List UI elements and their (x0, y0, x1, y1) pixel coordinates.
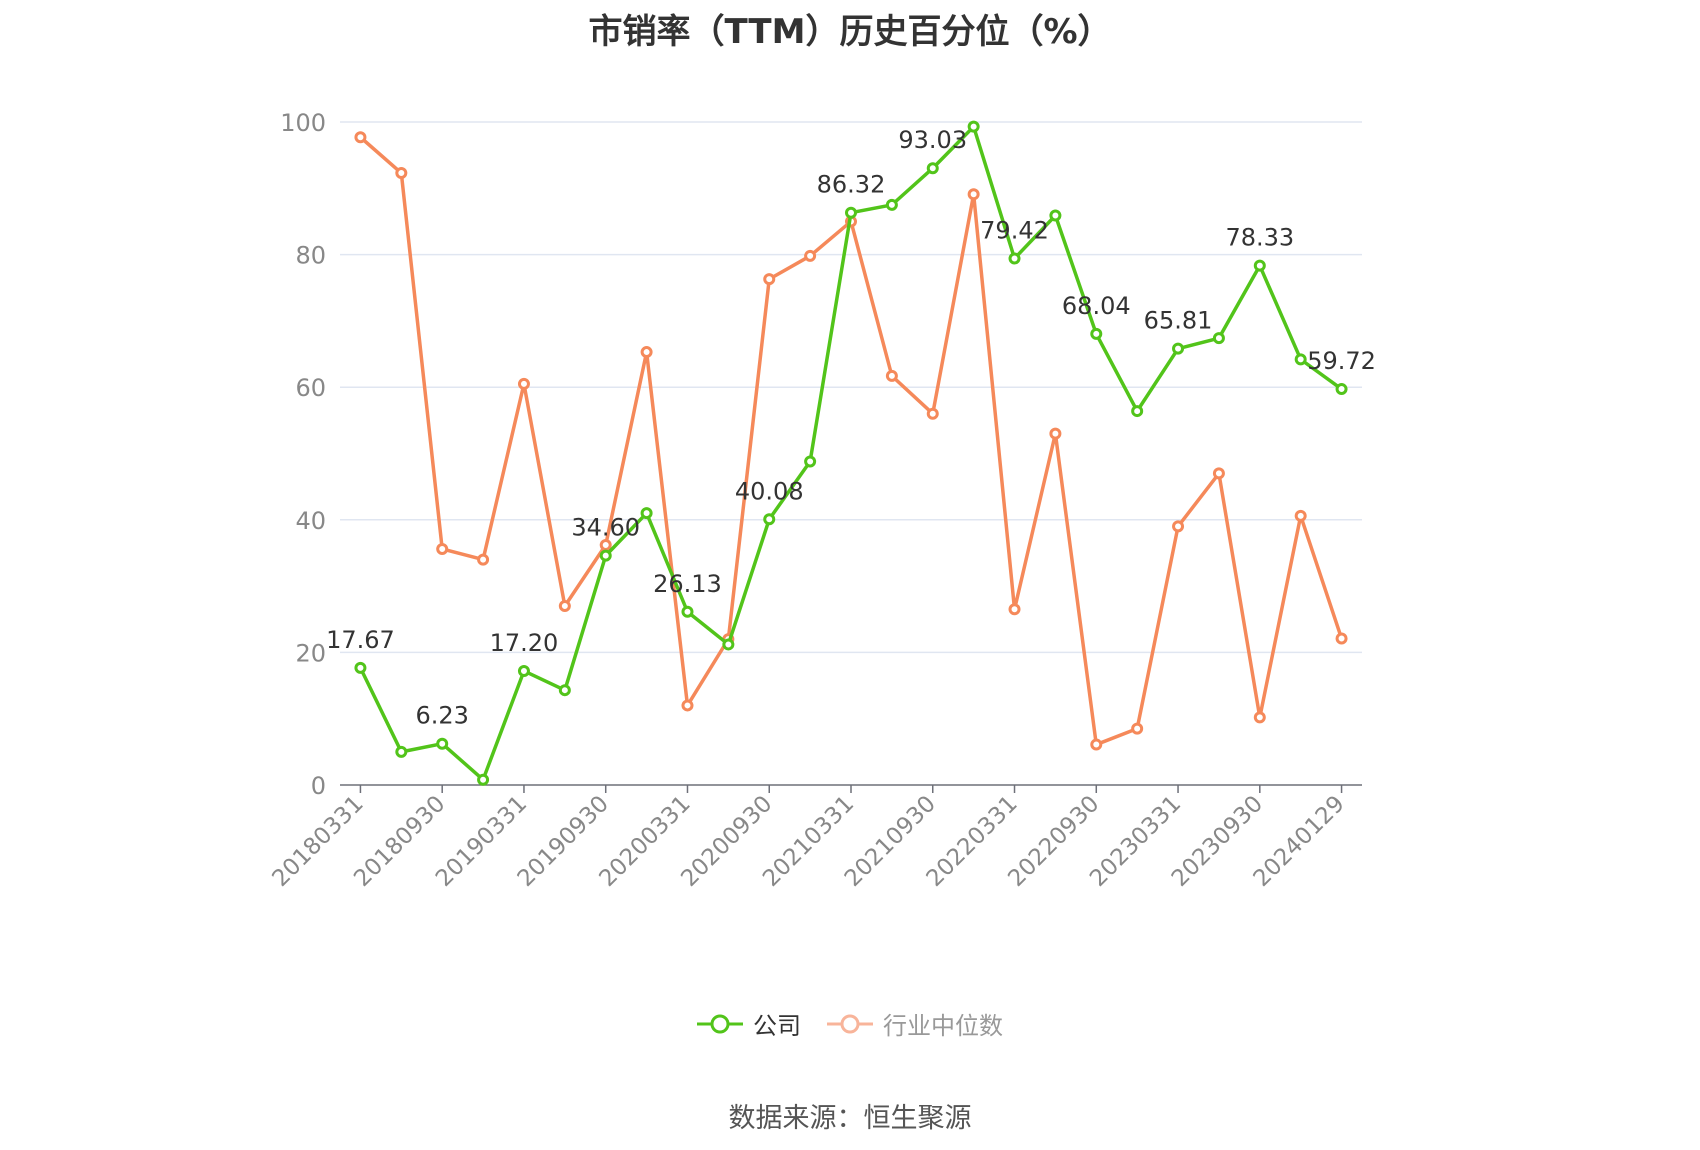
industry-median-data-point[interactable] (885, 369, 898, 382)
company-data-point[interactable] (763, 513, 776, 526)
company-data-point[interactable] (558, 684, 571, 697)
industry-median-data-point[interactable] (477, 553, 490, 566)
legend-company-label: 公司 (753, 1012, 801, 1040)
legend-item-industry-median[interactable]: 行业中位数 (827, 1006, 1003, 1041)
industry-median-data-point[interactable] (1131, 722, 1144, 735)
company-data-point[interactable] (967, 120, 980, 133)
legend-company-line-icon (697, 1014, 743, 1033)
company-data-point[interactable] (804, 455, 817, 468)
data-labels: 17.67 6.23 17.20 34.60 26.13 40.08 86.32 93.03 7… (326, 126, 1376, 729)
company-data-label: 86.32 (817, 171, 886, 199)
y-tick-label: 0 (311, 772, 326, 800)
industry-median-data-point[interactable] (1049, 427, 1062, 440)
company-data-point[interactable] (436, 737, 449, 750)
company-data-point[interactable] (1172, 342, 1185, 355)
company-data-label: 17.67 (326, 626, 395, 654)
company-data-label: 93.03 (898, 126, 967, 154)
company-data-label: 65.81 (1144, 307, 1213, 335)
company-data-point[interactable] (599, 549, 612, 562)
industry-median-data-point[interactable] (926, 407, 939, 420)
industry-median-data-point[interactable] (1090, 738, 1103, 751)
company-data-label: 79.42 (980, 216, 1049, 244)
grid-lines (340, 121, 1362, 654)
company-data-point[interactable] (1090, 327, 1103, 340)
company-data-point[interactable] (845, 206, 857, 219)
y-tick-label: 40 (295, 507, 326, 535)
company-data-point[interactable] (1335, 383, 1348, 396)
industry-median-data-point[interactable] (967, 188, 980, 201)
data-source-note: 数据来源：恒生聚源 (728, 1103, 972, 1134)
company-data-point[interactable] (517, 664, 530, 677)
legend: 公司 行业中位数 (0, 1006, 1700, 1041)
company-data-label: 59.72 (1307, 347, 1376, 375)
axes: 0204060801002018033120180930201903312019… (268, 109, 1362, 892)
industry-median-data-point[interactable] (1008, 603, 1021, 616)
industry-median-data-point[interactable] (1294, 509, 1307, 522)
company-data-point[interactable] (1131, 405, 1144, 418)
legend-item-company[interactable]: 公司 (697, 1006, 801, 1041)
company-data-point[interactable] (395, 745, 408, 758)
industry-median-data-point[interactable] (1172, 520, 1185, 533)
company-data-label: 34.60 (571, 514, 640, 542)
industry-median-data-point[interactable] (640, 346, 653, 359)
series-layer (354, 120, 1348, 786)
industry-median-data-point[interactable] (599, 538, 612, 551)
industry-median-data-point[interactable] (804, 249, 817, 262)
industry-median-data-point[interactable] (354, 131, 367, 144)
company-data-label: 78.33 (1225, 224, 1294, 252)
company-data-point[interactable] (1008, 252, 1021, 265)
company-data-label: 68.04 (1062, 292, 1131, 320)
company-data-label: 26.13 (653, 570, 722, 598)
company-data-point[interactable] (1253, 259, 1266, 272)
company-data-label: 40.08 (735, 477, 804, 505)
industry-median-data-point[interactable] (395, 167, 408, 180)
legend-industry-label: 行业中位数 (883, 1012, 1003, 1040)
company-data-point[interactable] (1294, 353, 1307, 366)
y-tick-label: 100 (280, 109, 326, 137)
company-data-point[interactable] (926, 162, 939, 175)
legend-industry-line-icon (827, 1014, 873, 1033)
industry-median-data-point[interactable] (1335, 632, 1348, 645)
y-tick-label: 60 (295, 374, 326, 402)
industry-median-data-point[interactable] (681, 699, 694, 712)
industry-median-data-point[interactable] (436, 542, 449, 555)
company-data-label: 17.20 (490, 629, 559, 657)
company-data-point[interactable] (477, 773, 490, 786)
company-data-point[interactable] (1049, 209, 1062, 222)
industry-median-data-point[interactable] (517, 377, 530, 390)
company-data-point[interactable] (354, 661, 367, 674)
company-data-point[interactable] (722, 638, 735, 651)
company-data-point[interactable] (885, 198, 898, 211)
y-tick-label: 20 (295, 639, 326, 667)
chart-title: 市销率（TTM）历史百分位（%） (588, 12, 1112, 52)
company-data-label: 6.23 (415, 702, 468, 730)
company-data-point[interactable] (640, 507, 653, 520)
company-data-point[interactable] (1212, 332, 1225, 345)
y-tick-label: 80 (295, 242, 326, 270)
industry-median-data-point[interactable] (1212, 467, 1225, 480)
industry-median-data-point[interactable] (558, 599, 571, 612)
industry-median-data-point[interactable] (763, 273, 776, 286)
industry-median-data-point[interactable] (1253, 711, 1266, 724)
company-data-point[interactable] (681, 605, 694, 618)
line-chart: 0204060801002018033120180930201903312019… (268, 109, 1376, 892)
